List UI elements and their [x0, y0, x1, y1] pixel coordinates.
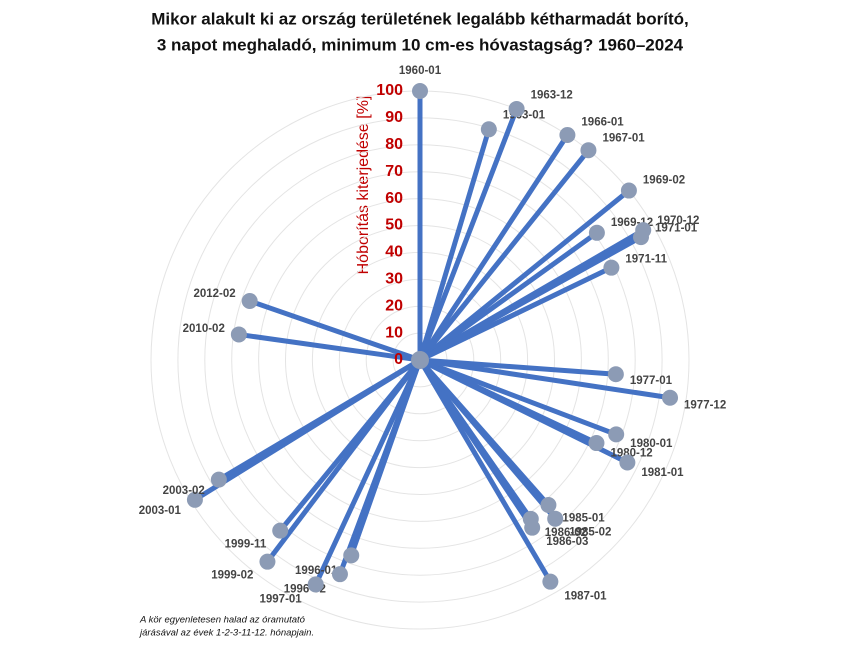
point-label: 1970-12 — [657, 215, 699, 227]
point-label: 2010-02 — [183, 323, 225, 335]
marker — [662, 389, 679, 406]
point-label: 1981-01 — [641, 467, 684, 479]
point-label: 1996-01 — [295, 565, 338, 577]
stem — [248, 298, 421, 363]
y-tick-label: 90 — [385, 109, 403, 126]
stem — [418, 265, 613, 363]
chart-title: Mikor alakult ki az ország területének l… — [151, 9, 689, 28]
marker — [580, 142, 597, 159]
point-label: 2003-01 — [139, 505, 182, 517]
stem — [419, 357, 618, 437]
y-tick-label: 30 — [385, 271, 403, 288]
stem — [419, 357, 617, 377]
stem — [313, 358, 423, 586]
note: járásával az évek 1-2-3-11-12. hónapjain… — [138, 628, 314, 639]
point-label: 1966-01 — [581, 117, 624, 129]
y-tick-label: 100 — [376, 82, 403, 99]
point-label: 1999-02 — [211, 570, 253, 582]
y-tick-label: 0 — [394, 351, 403, 368]
y-tick-label: 50 — [385, 217, 403, 234]
marker — [547, 510, 564, 527]
marker — [608, 426, 625, 443]
marker — [632, 229, 649, 246]
marker — [508, 100, 525, 117]
marker — [540, 496, 557, 513]
point-label: 1960-01 — [399, 65, 442, 77]
point-label: 1999-11 — [225, 538, 267, 550]
y-tick-label: 10 — [385, 324, 403, 341]
point-label: 1985-01 — [562, 512, 605, 524]
point-label: 1969-02 — [643, 174, 685, 186]
marker — [186, 491, 203, 508]
marker — [480, 121, 497, 138]
marker — [210, 471, 227, 488]
marker — [588, 224, 605, 241]
marker — [588, 435, 605, 452]
stem — [278, 358, 422, 533]
point-label: 1986-02 — [545, 527, 587, 539]
y-tick-label: 60 — [385, 190, 403, 207]
point-label: 1977-01 — [630, 375, 673, 387]
marker — [272, 522, 289, 539]
marker — [542, 573, 559, 590]
point-label: 1985-02 — [569, 526, 611, 538]
stem — [418, 148, 591, 362]
y-tick-label: 40 — [385, 244, 403, 261]
point-label: 1967-01 — [602, 133, 645, 145]
stem — [417, 133, 570, 362]
point-label: 2012-02 — [193, 288, 235, 300]
stem — [419, 357, 671, 401]
note: A kör egyenletesen halad az óramutató — [139, 615, 306, 626]
marker — [241, 293, 258, 310]
point-label: 1987-01 — [564, 590, 607, 602]
stem — [417, 128, 492, 361]
stem — [418, 358, 558, 521]
point-label: 1963-12 — [531, 90, 573, 102]
stem — [418, 230, 599, 363]
stem — [418, 188, 631, 362]
marker — [259, 553, 276, 570]
marker — [607, 366, 624, 383]
stem — [417, 358, 553, 583]
stem — [217, 357, 422, 482]
point-label: 1971-01 — [655, 222, 698, 234]
marker — [524, 519, 541, 536]
chart-title: 3 napot meghaladó, minimum 10 cm-es hóva… — [157, 35, 684, 54]
stem — [417, 108, 519, 361]
marker — [619, 454, 636, 471]
marker — [620, 182, 637, 199]
point-label: 1980-12 — [610, 447, 652, 459]
y-tick-label: 70 — [385, 163, 403, 180]
point-label: 2003-02 — [163, 485, 205, 497]
marker — [603, 259, 620, 276]
point-label: 1997-01 — [259, 594, 302, 606]
point-label: 1986-03 — [546, 536, 588, 548]
marker — [331, 566, 348, 583]
marker — [343, 547, 360, 564]
stem — [337, 359, 423, 576]
point-label: 1980-01 — [630, 438, 673, 450]
marker — [307, 576, 324, 593]
y-axis-label: Hóborítás kiterjedése [%] — [355, 96, 372, 275]
y-tick-label: 20 — [385, 297, 403, 314]
point-label: 1971-11 — [625, 253, 667, 265]
center — [411, 351, 429, 369]
y-tick-label: 80 — [385, 136, 403, 153]
stem — [238, 331, 421, 363]
marker — [230, 326, 247, 343]
point-label: 1977-12 — [684, 399, 726, 411]
marker — [412, 83, 428, 99]
marker — [559, 126, 576, 143]
